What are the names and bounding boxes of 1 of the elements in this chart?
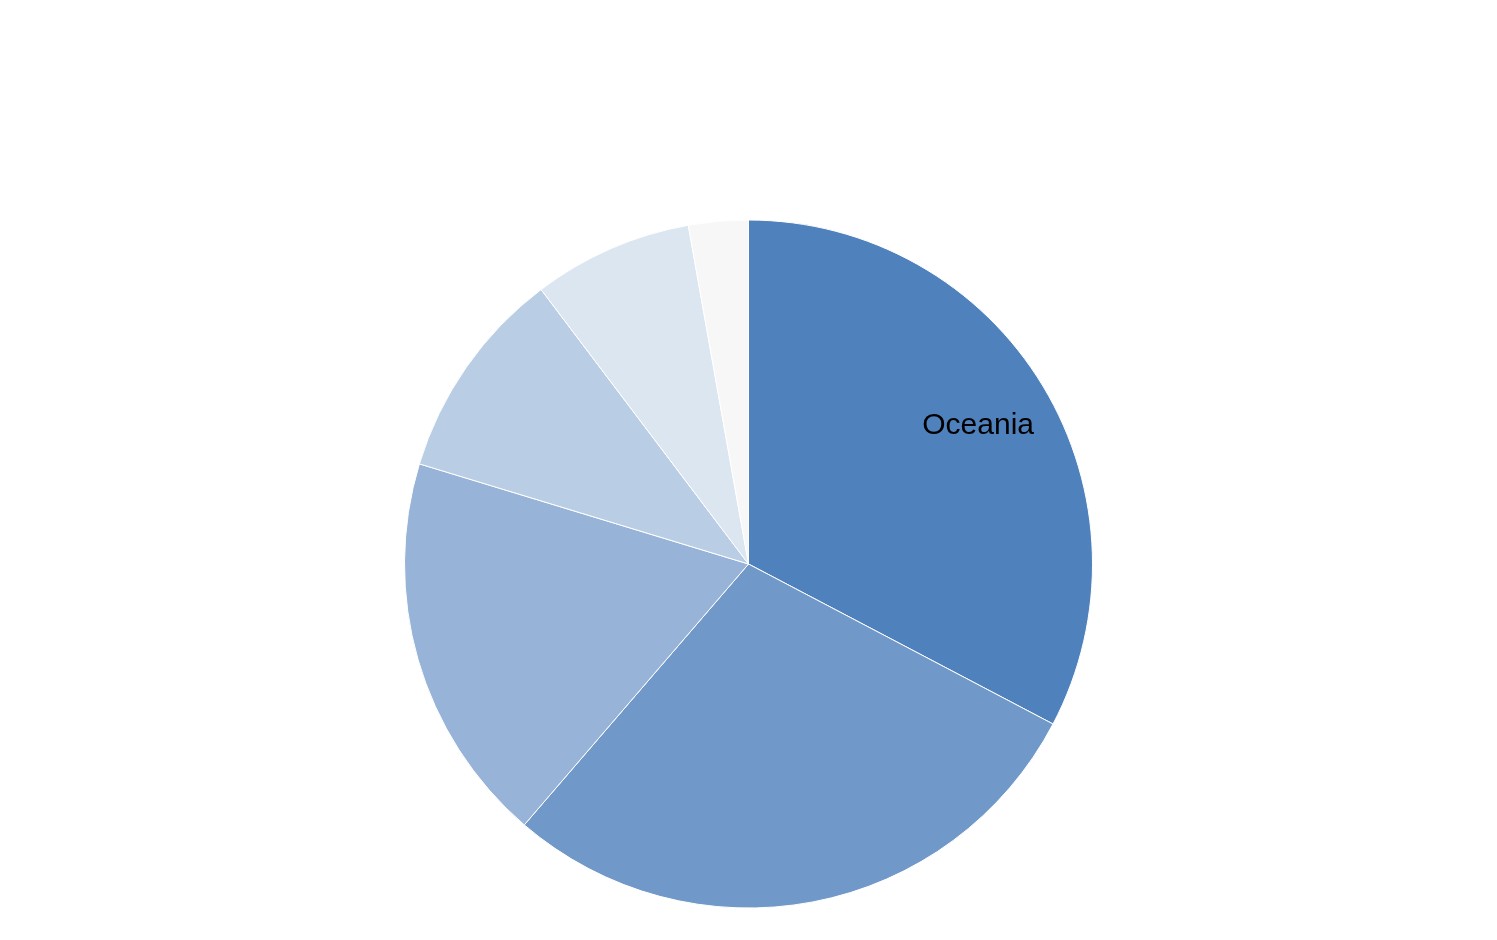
slice-label: Oceania [922,407,1035,441]
